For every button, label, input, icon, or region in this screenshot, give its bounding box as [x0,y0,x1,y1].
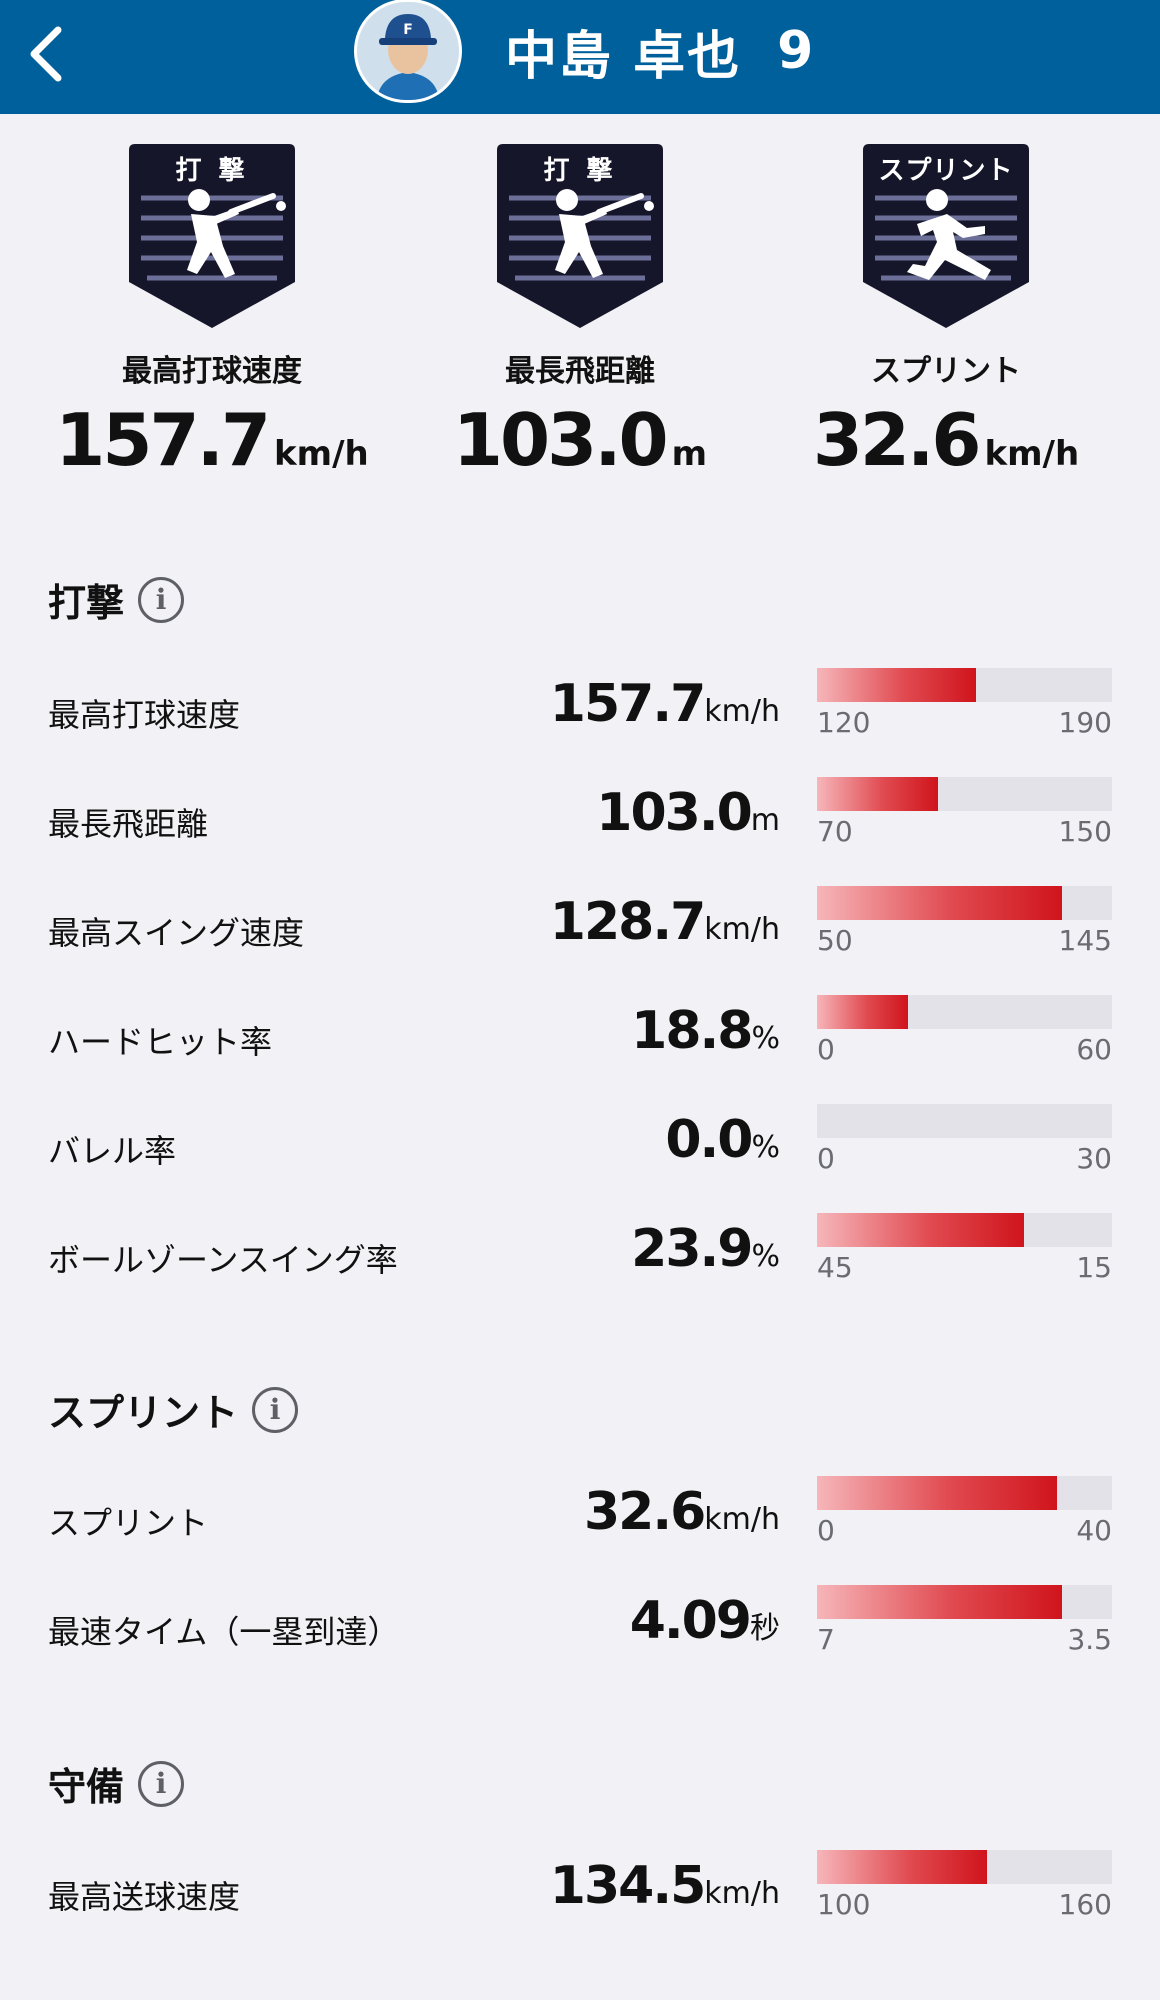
badge-tag: 打 撃 [175,156,249,186]
stat-value: 103.0m [596,783,780,843]
bar-max: 150 [1058,815,1112,848]
section-title-batting: 打撃 i [48,572,185,627]
stat-row: 最高打球速度 157.7km/h 120 190 [0,668,1160,768]
stat-label: 最高送球速度 [48,1878,241,1916]
bar-max: 15 [1076,1251,1112,1284]
svg-text:F: F [403,22,413,38]
stat-row: バレル率 0.0% 0 30 [0,1104,1160,1204]
stat-bar: 7 3.5 [817,1585,1112,1656]
badge-distance[interactable]: 打 撃 最長飛距離 103.0 m [430,142,730,482]
chevron-left-icon [30,26,62,82]
stat-label: 最速タイム（一塁到達） [48,1613,400,1651]
info-icon[interactable]: i [138,1760,185,1807]
section-title-defense: 守備 i [48,1756,185,1811]
stat-value: 0.0% [665,1110,780,1170]
stat-bar: 100 160 [817,1850,1112,1921]
bar-max: 145 [1058,924,1112,957]
stat-bar: 0 60 [817,995,1112,1066]
stat-value: 23.9% [631,1219,780,1279]
info-icon[interactable]: i [252,1386,299,1433]
stat-row: 最高送球速度 134.5km/h 100 160 [0,1850,1160,1950]
stat-row: ハードヒット率 18.8% 0 60 [0,995,1160,1095]
stat-label: 最長飛距離 [48,805,209,843]
bar-min: 100 [817,1888,871,1921]
bar-max: 3.5 [1067,1623,1112,1656]
stat-label: スプリント [48,1504,209,1542]
badge-value: 103.0 m [452,398,708,482]
stat-bar: 50 145 [817,886,1112,957]
stat-value: 18.8% [631,1001,780,1061]
runner-icon [907,189,991,280]
bar-max: 40 [1076,1514,1112,1547]
stat-row: 最速タイム（一塁到達） 4.09秒 7 3.5 [0,1585,1160,1685]
stat-bar: 45 15 [817,1213,1112,1284]
stat-value: 4.09秒 [629,1591,780,1651]
stat-row: ボールゾーンスイング率 23.9% 45 15 [0,1213,1160,1313]
bar-min: 0 [817,1033,835,1066]
bar-max: 160 [1058,1888,1112,1921]
badge-tag: 打 撃 [543,156,617,186]
bar-min: 70 [817,815,853,848]
batter-icon [187,189,286,278]
badge-label: スプリント [871,354,1021,389]
page-title: 中島 卓也 9 [505,14,815,88]
stat-bar: 120 190 [817,668,1112,739]
bar-max: 60 [1076,1033,1112,1066]
stat-label: ボールゾーンスイング率 [48,1241,398,1279]
badge-exit-velocity[interactable]: 打 撃 最高打球速度 157.7 km/h [55,142,369,482]
badge-tag: スプリント [878,156,1014,186]
stat-row: スプリント 32.6km/h 0 40 [0,1476,1160,1576]
bar-min: 0 [817,1142,835,1175]
stat-bar: 70 150 [817,777,1112,848]
stat-value: 157.7km/h [549,674,780,734]
bar-max: 30 [1076,1142,1112,1175]
player-name: 中島 卓也 [505,26,742,87]
stat-value: 32.6km/h [583,1482,780,1542]
stat-value: 134.5km/h [549,1856,780,1916]
stat-bar: 0 30 [817,1104,1112,1175]
badge-sprint[interactable]: スプリント スプリント 32.6 km/h [796,142,1096,482]
stat-row: 最長飛距離 103.0m 70 150 [0,777,1160,877]
stat-label: ハードヒット率 [48,1023,273,1061]
back-button[interactable] [14,16,78,92]
avatar: F [354,0,462,103]
stat-label: 最高打球速度 [48,696,241,734]
info-icon[interactable]: i [138,576,185,623]
badge-value: 157.7 km/h [55,398,369,482]
stat-label: 最高スイング速度 [48,914,305,952]
header-bar: F 中島 卓也 9 [0,0,1160,114]
badge-label: 最高打球速度 [122,354,302,389]
player-number: 9 [777,21,816,81]
bar-min: 7 [817,1623,835,1656]
stat-label: バレル率 [48,1132,177,1170]
badge-label: 最長飛距離 [505,354,655,389]
bar-min: 120 [817,706,871,739]
bar-min: 50 [817,924,853,957]
bar-min: 0 [817,1514,835,1547]
bar-max: 190 [1058,706,1112,739]
bar-min: 45 [817,1251,853,1284]
stat-bar: 0 40 [817,1476,1112,1547]
batter-icon [555,189,654,278]
stat-value: 128.7km/h [549,892,780,952]
badge-value: 32.6 km/h [812,398,1080,482]
section-title-sprint: スプリント i [48,1382,299,1437]
stat-row: 最高スイング速度 128.7km/h 50 145 [0,886,1160,986]
